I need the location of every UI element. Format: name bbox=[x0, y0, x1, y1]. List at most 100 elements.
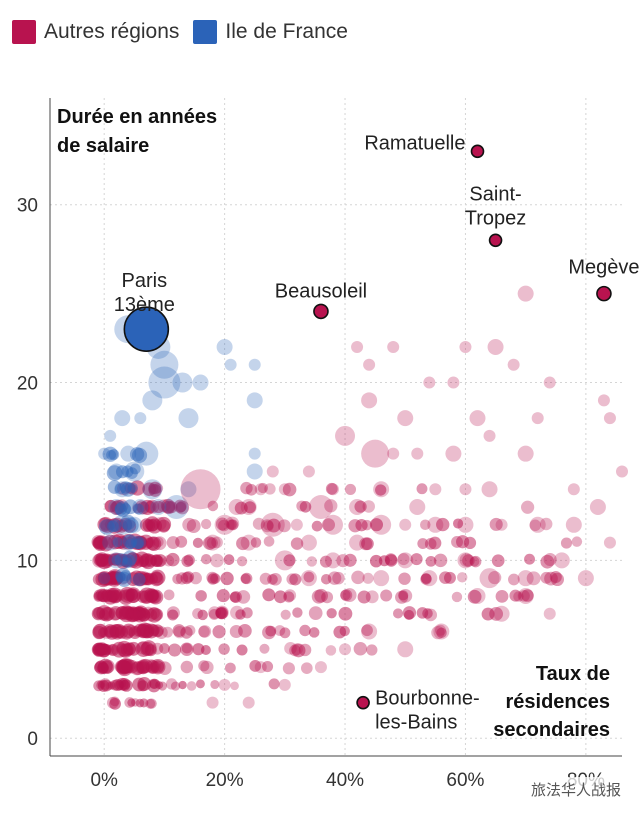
data-point-idf bbox=[102, 446, 118, 462]
data-point-autres bbox=[597, 394, 610, 407]
data-point-autres bbox=[207, 573, 219, 585]
data-point-autres bbox=[343, 553, 357, 567]
data-point-autres bbox=[325, 645, 337, 656]
data-point-autres bbox=[93, 644, 105, 656]
data-point-autres bbox=[180, 571, 193, 585]
data-point-autres bbox=[252, 517, 265, 530]
data-point-autres bbox=[509, 589, 522, 602]
data-point-autres bbox=[133, 535, 147, 550]
data-point-autres bbox=[220, 571, 234, 586]
data-point-autres bbox=[553, 552, 570, 569]
data-point-autres bbox=[104, 626, 116, 638]
data-point-autres bbox=[93, 591, 105, 602]
data-point-autres bbox=[395, 590, 409, 604]
data-point-autres bbox=[165, 678, 178, 690]
data-point-autres bbox=[423, 376, 436, 389]
data-point-autres bbox=[436, 627, 447, 639]
data-point-idf bbox=[148, 366, 181, 399]
data-point-autres bbox=[439, 571, 452, 584]
data-point-autres bbox=[326, 608, 337, 619]
data-point-autres bbox=[106, 591, 118, 602]
data-point-autres bbox=[151, 624, 164, 638]
data-point-autres bbox=[227, 519, 239, 531]
y-axis-title-line: Durée en années bbox=[57, 106, 217, 128]
data-point-autres bbox=[218, 519, 230, 532]
legend-item-autres-regions[interactable]: Autres régions bbox=[12, 20, 179, 44]
data-point-autres bbox=[257, 482, 269, 494]
data-point-autres bbox=[153, 536, 164, 548]
data-point-autres bbox=[314, 588, 328, 603]
data-point-idf bbox=[120, 445, 137, 462]
data-point-autres bbox=[123, 590, 135, 602]
x-axis-title: Taux de résidences secondaires bbox=[493, 663, 610, 741]
data-point-autres bbox=[290, 643, 303, 656]
legend-item-ile-de-france[interactable]: Ile de France bbox=[193, 20, 348, 44]
data-point-autres bbox=[325, 482, 338, 495]
data-point-autres bbox=[137, 624, 150, 637]
data-point-idf bbox=[121, 465, 134, 478]
data-point-autres bbox=[109, 553, 122, 566]
data-point-autres bbox=[457, 572, 468, 583]
data-point-autres bbox=[489, 517, 503, 531]
data-point-idf bbox=[98, 572, 111, 585]
data-point-autres bbox=[319, 555, 332, 568]
data-point-autres bbox=[392, 608, 404, 619]
data-point-autres bbox=[149, 661, 162, 673]
data-point-autres bbox=[95, 552, 110, 567]
data-point-autres bbox=[417, 538, 429, 550]
data-point-autres bbox=[151, 642, 164, 655]
data-point-autres bbox=[260, 512, 285, 537]
data-point-autres bbox=[521, 500, 535, 514]
data-point-autres bbox=[133, 607, 146, 620]
data-point-autres bbox=[254, 483, 267, 496]
data-point-autres bbox=[321, 591, 334, 604]
data-point-autres bbox=[92, 536, 104, 549]
data-point-autres bbox=[157, 681, 168, 691]
data-point-autres bbox=[143, 588, 159, 603]
data-point-idf bbox=[248, 358, 261, 371]
data-point-autres bbox=[123, 642, 136, 655]
y-tick-label: 0 bbox=[27, 729, 38, 750]
data-point-autres bbox=[616, 465, 628, 478]
data-point-autres bbox=[134, 551, 150, 568]
data-point-autres bbox=[91, 606, 105, 621]
data-point-autres bbox=[98, 573, 110, 586]
data-point-autres bbox=[208, 606, 221, 619]
data-point-autres bbox=[156, 516, 172, 532]
data-point-autres bbox=[445, 445, 462, 462]
data-point-idf bbox=[119, 570, 131, 582]
data-point-autres bbox=[127, 698, 136, 707]
data-point-autres bbox=[359, 537, 373, 551]
legend-label-autres-regions: Autres régions bbox=[44, 20, 180, 43]
data-point-autres bbox=[236, 556, 248, 567]
data-point-autres bbox=[398, 590, 409, 601]
data-point-autres bbox=[114, 659, 129, 674]
data-point-idf bbox=[224, 358, 237, 371]
data-point-autres bbox=[108, 590, 122, 604]
data-point-autres bbox=[349, 534, 366, 551]
data-point-autres bbox=[92, 536, 105, 549]
data-point-idf bbox=[114, 483, 126, 495]
data-point-autres bbox=[320, 573, 332, 585]
data-point-autres bbox=[420, 573, 432, 584]
data-point-autres bbox=[361, 439, 390, 468]
annotation-label: Paris 13ème bbox=[114, 270, 175, 316]
data-point-autres bbox=[170, 681, 181, 691]
data-point-idf bbox=[180, 481, 197, 498]
data-point-autres bbox=[182, 517, 197, 532]
data-point-autres bbox=[153, 517, 167, 531]
data-point-autres bbox=[208, 572, 220, 585]
data-point-autres bbox=[197, 609, 208, 621]
data-point-autres bbox=[173, 625, 186, 639]
x-axis-title-line: Taux de bbox=[536, 663, 610, 685]
data-point-autres bbox=[577, 570, 594, 587]
data-point-autres bbox=[300, 534, 317, 551]
data-point-autres bbox=[206, 537, 218, 549]
data-point-idf bbox=[127, 482, 138, 493]
data-point-autres bbox=[136, 660, 150, 675]
data-point-autres bbox=[166, 536, 180, 549]
data-point-autres bbox=[216, 589, 230, 603]
data-point-autres bbox=[424, 608, 438, 622]
data-point-autres bbox=[142, 537, 154, 549]
legend: Autres régions Ile de France bbox=[12, 20, 348, 44]
